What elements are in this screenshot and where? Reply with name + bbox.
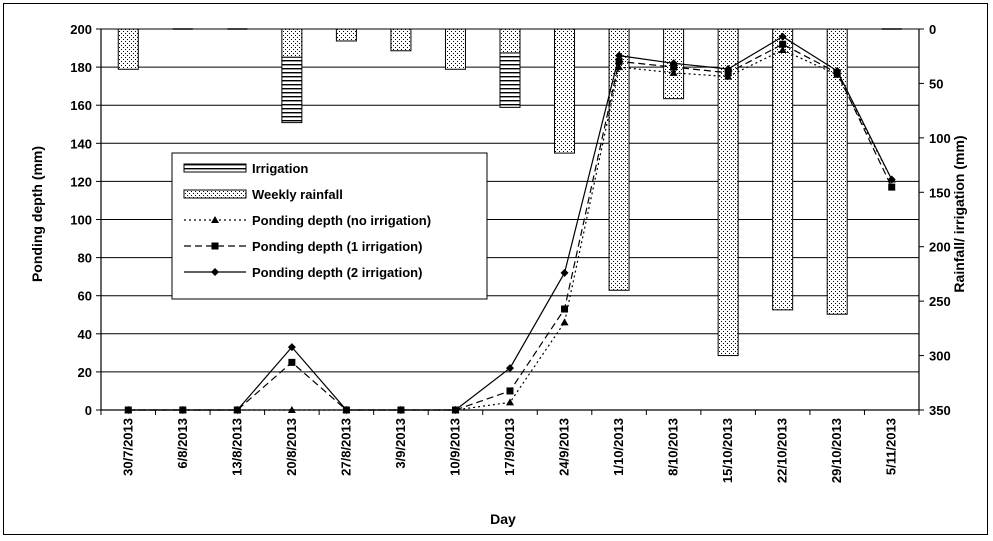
rainfall-bar xyxy=(390,28,412,52)
two-irrigation-point xyxy=(833,66,842,75)
y2-tick-label: 200 xyxy=(929,240,951,255)
x-tick-label: 22/10/2013 xyxy=(775,418,790,483)
y-tick-label: 180 xyxy=(70,60,92,75)
two-irrigation-point xyxy=(669,59,678,68)
x-tick-label: 30/7/2013 xyxy=(120,418,135,476)
y-tick-label: 40 xyxy=(78,327,92,342)
no-irrigation-line xyxy=(128,49,893,411)
two-irrigation-point xyxy=(778,32,787,41)
rainfall-bar xyxy=(444,28,466,70)
one-irrigation-point xyxy=(779,40,787,48)
irrigation-bar xyxy=(499,52,521,108)
rainfall-bar xyxy=(826,28,848,315)
no-irrigation-point xyxy=(669,68,678,76)
rainfall-bar xyxy=(499,28,521,54)
x-tick-label: 3/9/2013 xyxy=(393,418,408,469)
y2-axis-title: Rainfall/ irrigation (mm) xyxy=(951,135,967,292)
x-tick-label: 24/9/2013 xyxy=(557,418,572,476)
x-tick-label: 27/8/2013 xyxy=(338,418,353,476)
x-axis-title: Day xyxy=(490,511,516,527)
y-tick-label: 80 xyxy=(78,251,92,266)
one-irrigation-point xyxy=(288,358,296,366)
two-irrigation-point xyxy=(287,343,296,352)
y2-tick-label: 150 xyxy=(929,185,951,200)
two-irrigation-point xyxy=(724,65,733,74)
y-tick-label: 60 xyxy=(78,289,92,304)
y2-tick-label: 50 xyxy=(929,76,943,91)
rainfall-bar xyxy=(717,28,739,357)
legend-rainfall-swatch xyxy=(183,189,247,199)
y-tick-label: 100 xyxy=(70,213,92,228)
ponding-depth-chart: 0 20 40 60 80 100 120 140 160 180 200 0 50 100 150 200 2… xyxy=(29,22,967,527)
legend-irrigation-swatch xyxy=(183,163,247,173)
y-tick-label: 120 xyxy=(70,174,92,189)
y-tick-label: 0 xyxy=(85,403,92,418)
no-irrigation-point xyxy=(778,45,787,53)
two-irrigation-point xyxy=(560,268,569,277)
legend-label: Ponding depth (no irrigation) xyxy=(252,213,431,228)
one-irrigation-point xyxy=(506,387,514,395)
x-tick-label: 8/10/2013 xyxy=(666,418,681,476)
irrigation-bar xyxy=(281,56,303,124)
y-axis-title: Ponding depth (mm) xyxy=(29,146,45,282)
two-irrigation-point xyxy=(506,364,514,373)
two-irrigation-point xyxy=(615,51,624,60)
legend-box xyxy=(171,152,488,300)
legend-label: Irrigation xyxy=(252,161,308,176)
legend-label: Weekly rainfall xyxy=(252,187,343,202)
one-irrigation-point xyxy=(888,183,896,191)
two-irrigation-point xyxy=(887,175,896,184)
y2-tick-label: 0 xyxy=(929,22,936,37)
rainfall-bar xyxy=(772,28,794,311)
rainfall-bar xyxy=(608,28,630,291)
x-tick-label: 6/8/2013 xyxy=(175,418,190,469)
bar-series xyxy=(117,28,902,357)
x-tick-label: 13/8/2013 xyxy=(229,418,244,476)
legend: Irrigation Weekly rainfall Ponding depth (… xyxy=(171,152,488,300)
y-tick-label: 200 xyxy=(70,22,92,37)
rainfall-bar xyxy=(554,28,576,154)
no-irrigation-point xyxy=(506,398,514,406)
legend-one-irrigation-point xyxy=(211,242,219,250)
x-tick-label: 1/10/2013 xyxy=(611,418,626,476)
tick-labels: 0 20 40 60 80 100 120 140 160 180 200 0 50 100 150 200 2… xyxy=(70,22,950,483)
y-tick-label: 140 xyxy=(70,136,92,151)
x-tick-label: 29/10/2013 xyxy=(829,418,844,483)
one-irrigation-point xyxy=(615,57,623,65)
chart-frame: 0 20 40 60 80 100 120 140 160 180 200 0 50 100 150 200 2… xyxy=(3,3,988,535)
x-tick-label: 20/8/2013 xyxy=(284,418,299,476)
y2-tick-label: 250 xyxy=(929,294,951,309)
rainfall-bar xyxy=(335,28,357,42)
legend-two-irrigation-point xyxy=(211,268,219,276)
rainfall-bar xyxy=(281,28,303,58)
y2-tick-label: 100 xyxy=(929,131,951,146)
y2-tick-label: 300 xyxy=(929,349,951,364)
x-tick-label: 10/9/2013 xyxy=(447,418,462,476)
y2-tick-label: 350 xyxy=(929,403,951,418)
legend-label: Ponding depth (1 irrigation) xyxy=(252,239,422,254)
y-tick-label: 160 xyxy=(70,98,92,113)
one-irrigation-point xyxy=(561,305,569,313)
axes xyxy=(96,28,924,415)
legend-label: Ponding depth (2 irrigation) xyxy=(252,265,422,280)
x-tick-label: 17/9/2013 xyxy=(502,418,517,476)
x-tick-label: 15/10/2013 xyxy=(720,418,735,483)
rainfall-bar xyxy=(117,28,139,70)
x-tick-label: 5/11/2013 xyxy=(884,418,899,475)
legend-no-irrigation-point xyxy=(211,216,219,223)
no-irrigation-point xyxy=(560,318,569,326)
y-tick-label: 20 xyxy=(78,365,92,380)
